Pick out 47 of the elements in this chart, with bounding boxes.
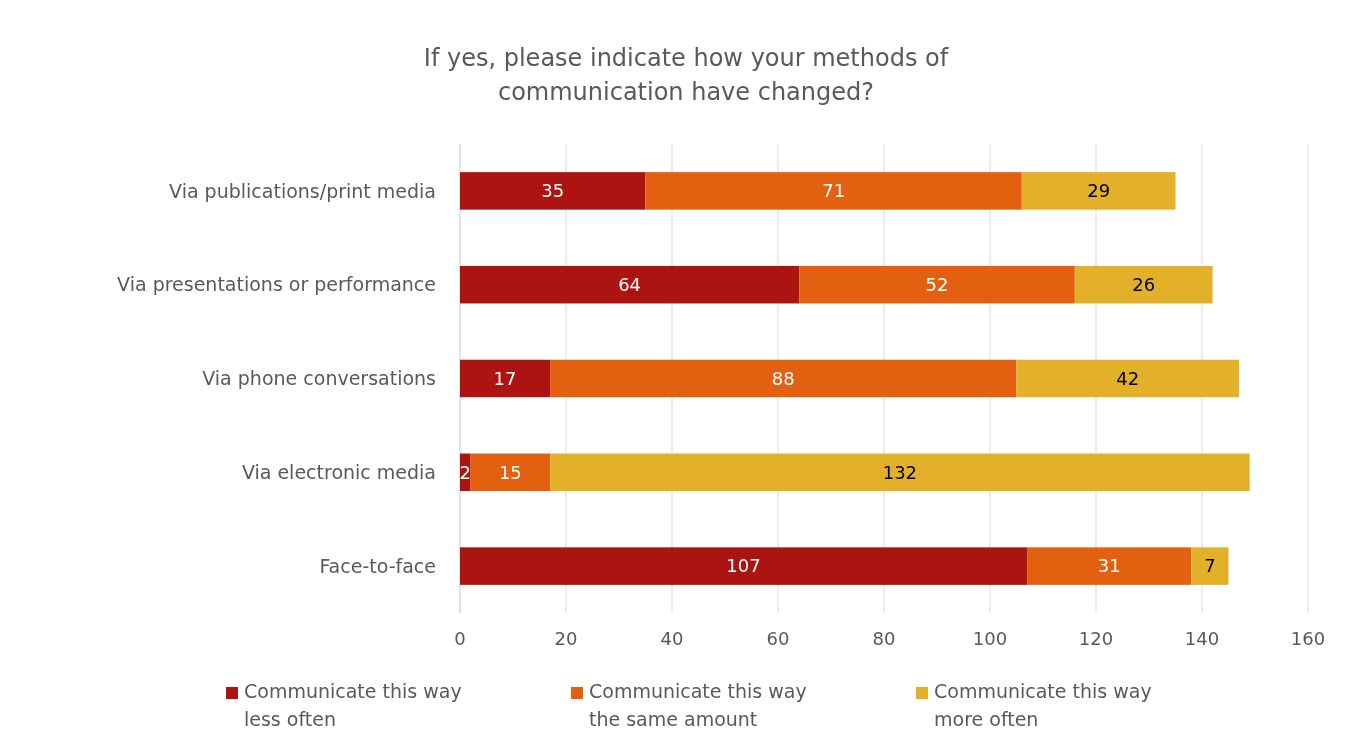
y-tick-label: Via phone conversations (202, 367, 436, 390)
data-label: 15 (498, 461, 522, 483)
bar (1074, 265, 1213, 304)
x-tick-label: 160 (1290, 628, 1326, 649)
legend-label: Communicate this way more often (934, 680, 1152, 730)
y-tick-label: Via presentations or performance (117, 273, 436, 296)
data-label: 88 (771, 367, 795, 389)
bar (1191, 547, 1229, 585)
bar (1016, 359, 1240, 398)
bar (470, 453, 551, 492)
legend-label: Communicate this way less often (244, 680, 462, 730)
data-label: 42 (1116, 367, 1140, 389)
chart-title: If yes, please indicate how your methods of communication have changed? (423, 44, 949, 106)
data-label: 7 (1204, 555, 1216, 577)
x-tick-label: 40 (660, 628, 684, 649)
data-label: 52 (925, 274, 949, 295)
bar (1021, 172, 1176, 210)
data-label: 71 (822, 180, 846, 202)
bar (460, 265, 800, 304)
legend-label: Communicate this way the same amount (589, 680, 807, 730)
bar (460, 172, 646, 210)
data-label: 26 (1132, 274, 1156, 295)
x-tick-label: 0 (454, 628, 466, 649)
x-tick-label: 80 (872, 628, 896, 649)
data-label: 35 (541, 180, 565, 202)
bar (645, 172, 1022, 210)
x-tick-label: 60 (766, 628, 790, 649)
y-tick-label: Via electronic media (241, 460, 436, 483)
bar (460, 359, 551, 398)
data-label: 2 (459, 461, 472, 483)
data-label: 17 (493, 367, 517, 389)
bar (460, 547, 1028, 585)
data-label: 64 (618, 274, 642, 295)
data-label: 31 (1097, 555, 1121, 577)
x-tick-label: 20 (554, 628, 578, 649)
x-tick-label: 140 (1184, 628, 1220, 649)
y-tick-label: Via publications/print media (169, 179, 436, 202)
bar (550, 453, 1250, 492)
data-label: 29 (1087, 180, 1111, 202)
x-tick-label: 100 (972, 628, 1008, 649)
data-label: 132 (882, 461, 918, 483)
x-tick-label: 120 (1078, 628, 1114, 649)
bar (1027, 547, 1192, 585)
bar (799, 265, 1075, 304)
data-label: 107 (726, 555, 761, 577)
y-tick-label: Face-to-face (319, 554, 436, 577)
bar (550, 359, 1017, 398)
